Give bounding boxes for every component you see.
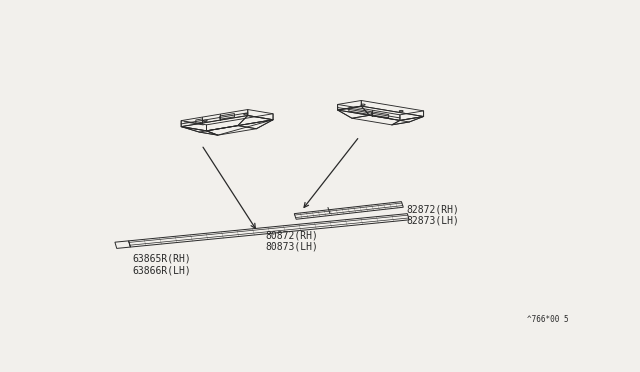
- Text: 82872(RH)
82873(LH): 82872(RH) 82873(LH): [406, 204, 460, 226]
- Text: ^766*00 5: ^766*00 5: [527, 315, 568, 324]
- Text: 63865R(RH)
63866R(LH): 63865R(RH) 63866R(LH): [132, 254, 191, 275]
- Text: 80872(RH)
80873(LH): 80872(RH) 80873(LH): [265, 230, 318, 252]
